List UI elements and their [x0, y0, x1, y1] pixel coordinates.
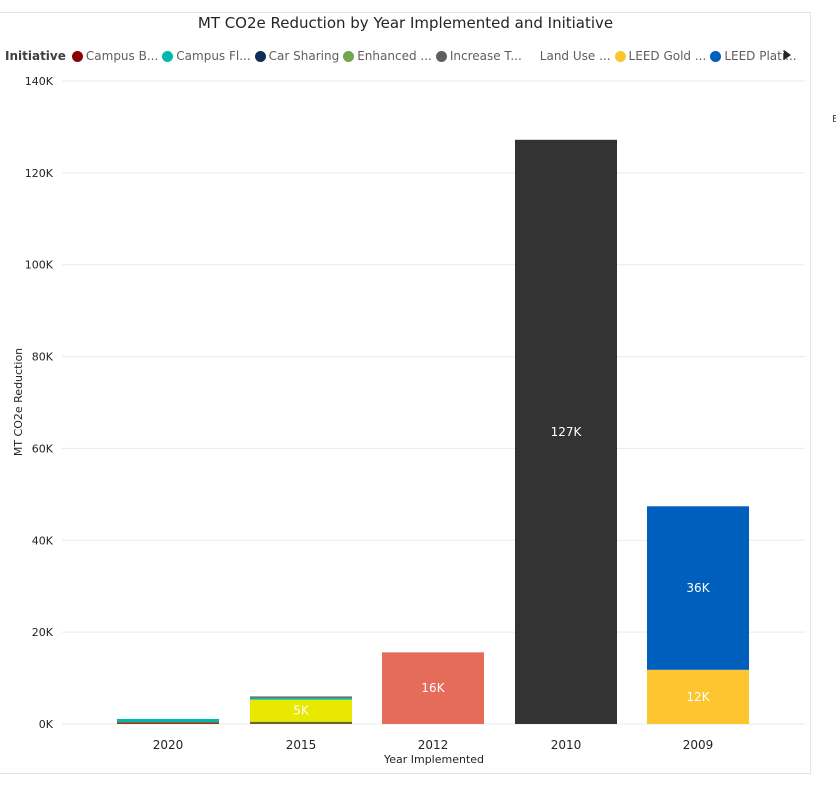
bar-segment[interactable] [117, 722, 219, 724]
y-tick-label: 80K [32, 351, 54, 364]
legend-item[interactable]: LEED Gold ... [614, 49, 707, 63]
bar-segment[interactable] [382, 652, 484, 724]
legend-item-label: Increase T... [449, 49, 522, 63]
legend-swatch-icon [162, 50, 174, 62]
data-label: 12K [686, 690, 710, 704]
bar-segment[interactable] [515, 139, 617, 724]
data-label: 127K [551, 425, 583, 439]
bar-segment[interactable] [250, 697, 352, 700]
legend-title: Initiative [5, 49, 66, 63]
x-axis-title: Year Implemented [383, 753, 484, 766]
legend-item-label: Car Sharing [268, 49, 340, 63]
legend-item-label: LEED Gold ... [628, 49, 707, 63]
legend-swatch-icon [254, 50, 266, 62]
chart-title: MT CO2e Reduction by Year Implemented an… [197, 14, 614, 32]
x-tick-label: 2020 [153, 738, 184, 752]
y-tick-label: 20K [32, 626, 54, 639]
chart-legend: Initiative Campus B... Campus Fl... Car Sh… [5, 47, 801, 65]
legend-item[interactable]: Campus Fl... [162, 49, 251, 63]
x-tick-label: 2009 [683, 738, 714, 752]
legend-swatch-icon [435, 50, 447, 62]
y-tick-label: 60K [32, 442, 54, 455]
legend-item-label: LEED Plati... [724, 49, 797, 63]
legend-swatch-icon [71, 50, 83, 62]
data-label: 36K [686, 581, 710, 595]
bar-segment[interactable] [250, 699, 352, 722]
y-tick-label: 100K [25, 259, 54, 272]
data-label: 5K [293, 704, 310, 718]
legend-item-label: Campus B... [85, 49, 159, 63]
y-tick-label: 120K [25, 167, 54, 180]
bar-segment[interactable] [250, 721, 352, 724]
legend-swatch-icon [710, 50, 722, 62]
side-mark-text: E [832, 114, 836, 125]
x-tick-label: 2012 [418, 738, 449, 752]
legend-item-label: Land Use ... [539, 49, 611, 63]
legend-item-label: Campus Fl... [176, 49, 251, 63]
legend-item[interactable]: LEED Plati... [710, 49, 797, 63]
legend-next-arrow-icon[interactable] [784, 50, 791, 60]
chart-visual-container [0, 12, 811, 774]
y-tick-label: 0K [39, 718, 54, 731]
y-tick-label: 140K [25, 75, 54, 88]
x-tick-label: 2010 [551, 738, 582, 752]
legend-item-label: Enhanced ... [357, 49, 432, 63]
legend-item[interactable]: Campus B... [71, 49, 159, 63]
legend-item[interactable]: Enhanced ... [343, 49, 432, 63]
y-tick-label: 40K [32, 534, 54, 547]
legend-item[interactable]: Car Sharing [254, 49, 340, 63]
y-axis-title: MT CO2e Reduction [12, 348, 25, 456]
bar-segment[interactable] [647, 669, 749, 724]
legend-item[interactable]: Increase T... [435, 49, 522, 63]
legend-item[interactable]: Land Use ... [526, 49, 611, 63]
legend-swatch-icon [614, 50, 626, 62]
data-label: 16K [421, 681, 445, 695]
bar-segment[interactable] [250, 696, 352, 698]
x-tick-label: 2015 [286, 738, 317, 752]
chart-svg: 0K 20K 40K 60K 80K 100K 120K 140K 2020 5K 2015 16K 2… [12, 75, 805, 766]
bar-segment[interactable] [647, 506, 749, 670]
bar-segment[interactable] [117, 718, 219, 723]
legend-swatch-icon [343, 50, 355, 62]
